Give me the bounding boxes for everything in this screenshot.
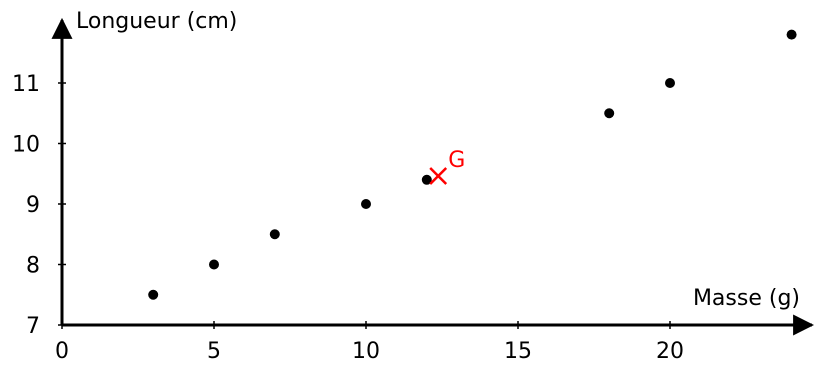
- data-point: [604, 108, 615, 119]
- annotations: G: [429, 148, 465, 185]
- x-tick-label: 0: [55, 339, 69, 364]
- data-point: [786, 29, 797, 40]
- x-axis-label: Masse (g): [693, 286, 800, 311]
- y-tick-label: 11: [12, 72, 40, 97]
- x-tick-label: 5: [207, 339, 221, 364]
- data-point: [269, 229, 280, 240]
- data-points: [148, 29, 797, 300]
- x-tick-label: 15: [504, 339, 532, 364]
- x-tick-label: 20: [656, 339, 684, 364]
- x-tick-label: 10: [352, 339, 380, 364]
- y-tick-label: 10: [12, 133, 40, 158]
- data-point: [209, 259, 219, 270]
- y-tick-label: 8: [26, 254, 40, 279]
- y-axis-label: Longueur (cm): [76, 9, 237, 34]
- g-point-label: G: [448, 148, 465, 173]
- data-point: [361, 199, 371, 209]
- data-point: [148, 289, 159, 300]
- data-point: [421, 174, 432, 185]
- y-tick-label: 7: [26, 314, 40, 339]
- ticks: 0 5 10 15 20 7 8 9 10 11: [12, 72, 684, 364]
- data-point: [665, 78, 675, 88]
- y-tick-label: 9: [26, 193, 40, 218]
- axes: [51, 17, 815, 336]
- g-marker-stroke: [429, 167, 448, 185]
